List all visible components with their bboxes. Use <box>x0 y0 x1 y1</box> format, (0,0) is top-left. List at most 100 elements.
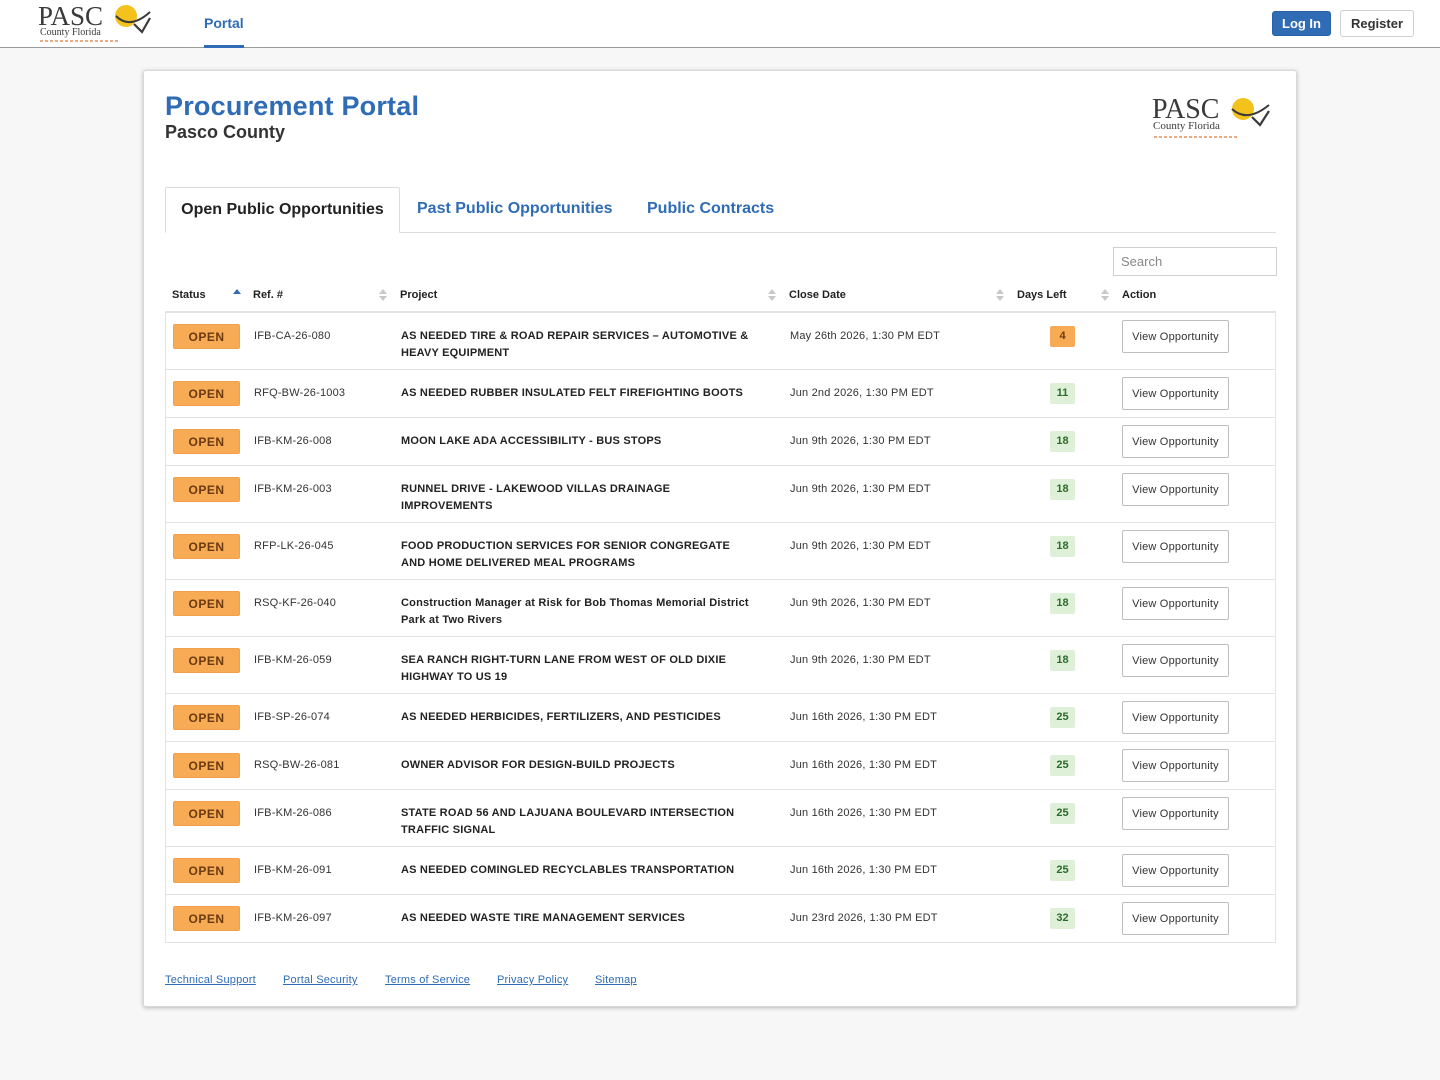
status-badge: OPEN <box>173 906 240 931</box>
footer-link-privacy-policy[interactable]: Privacy Policy <box>497 974 569 986</box>
column-header-close-date[interactable]: Close Date <box>789 289 846 301</box>
project-name: AS NEEDED RUBBER INSULATED FELT FIREFIGH… <box>401 387 744 399</box>
days-left-badge: 25 <box>1050 803 1075 824</box>
close-date: Jun 16th 2026, 1:30 PM EDT <box>790 711 938 723</box>
view-opportunity-button[interactable]: View Opportunity <box>1122 473 1229 506</box>
close-date: Jun 2nd 2026, 1:30 PM EDT <box>790 387 934 399</box>
footer-link-sitemap[interactable]: Sitemap <box>595 974 637 986</box>
status-badge: OPEN <box>173 324 240 349</box>
close-date: Jun 23rd 2026, 1:30 PM EDT <box>790 912 938 924</box>
ref-number: IFB-SP-26-074 <box>254 711 330 723</box>
svg-text:PASC: PASC <box>1152 94 1219 125</box>
nav-portal-link[interactable]: Portal <box>204 0 244 48</box>
table-row: OPEN IFB-KM-26-059 SEA RANCH RIGHT-TURN … <box>166 637 1275 694</box>
tab-open-public-opportunities[interactable]: Open Public Opportunities <box>165 187 400 233</box>
status-badge: OPEN <box>173 381 240 406</box>
close-date: May 26th 2026, 1:30 PM EDT <box>790 330 941 342</box>
footer-link-technical-support[interactable]: Technical Support <box>165 974 256 986</box>
ref-number: RFQ-BW-26-1003 <box>254 387 346 399</box>
project-name: OWNER ADVISOR FOR DESIGN-BUILD PROJECTS <box>401 759 675 771</box>
table-row: OPEN RSQ-KF-26-040 Construction Manager … <box>166 580 1275 637</box>
status-badge: OPEN <box>173 753 240 778</box>
days-left-badge: 18 <box>1050 650 1075 671</box>
ref-number: RFP-LK-26-045 <box>254 540 334 552</box>
opportunities-table: Status Ref. # Project Close Date Days Le… <box>165 280 1276 943</box>
view-opportunity-button[interactable]: View Opportunity <box>1122 701 1229 734</box>
days-left-badge: 32 <box>1050 908 1075 929</box>
opportunity-tabs: Open Public Opportunities Past Public Op… <box>165 187 1276 233</box>
column-header-status[interactable]: Status <box>172 289 206 301</box>
view-opportunity-button[interactable]: View Opportunity <box>1122 902 1229 935</box>
pasco-county-logo[interactable]: PASC County Florida <box>38 2 156 46</box>
column-header-action: Action <box>1122 289 1157 301</box>
view-opportunity-button[interactable]: View Opportunity <box>1122 377 1229 410</box>
view-opportunity-button[interactable]: View Opportunity <box>1122 854 1229 887</box>
footer-link-terms-of-service[interactable]: Terms of Service <box>385 974 471 986</box>
project-name: AS NEEDED COMINGLED RECYCLABLES TRANSPOR… <box>401 864 735 876</box>
project-name: Construction Manager at Risk for Bob Tho… <box>401 597 749 626</box>
ref-number: IFB-KM-26-003 <box>254 483 332 495</box>
footer-link-portal-security[interactable]: Portal Security <box>283 974 358 986</box>
table-row: OPEN RSQ-BW-26-081 OWNER ADVISOR FOR DES… <box>166 742 1275 790</box>
ref-number: RSQ-BW-26-081 <box>254 759 340 771</box>
search-input[interactable] <box>1113 247 1277 276</box>
table-body: OPEN IFB-CA-26-080 AS NEEDED TIRE & ROAD… <box>165 313 1276 943</box>
close-date: Jun 9th 2026, 1:30 PM EDT <box>790 540 931 552</box>
days-left-badge: 18 <box>1050 593 1075 614</box>
view-opportunity-button[interactable]: View Opportunity <box>1122 749 1229 782</box>
sort-icon[interactable] <box>996 289 1004 302</box>
days-left-badge: 11 <box>1050 383 1075 404</box>
view-opportunity-button[interactable]: View Opportunity <box>1122 644 1229 677</box>
project-name: RUNNEL DRIVE - LAKEWOOD VILLAS DRAINAGE I… <box>401 483 671 512</box>
close-date: Jun 16th 2026, 1:30 PM EDT <box>790 864 938 876</box>
ref-number: IFB-KM-26-091 <box>254 864 332 876</box>
view-opportunity-button[interactable]: View Opportunity <box>1122 320 1229 353</box>
project-name: SEA RANCH RIGHT-TURN LANE FROM WEST OF O… <box>401 654 727 683</box>
ref-number: IFB-KM-26-008 <box>254 435 332 447</box>
sort-icon[interactable] <box>1101 289 1109 302</box>
ref-number: IFB-KM-26-086 <box>254 807 332 819</box>
table-row: OPEN IFB-KM-26-008 MOON LAKE ADA ACCESSI… <box>166 418 1275 466</box>
table-header: Status Ref. # Project Close Date Days Le… <box>165 280 1276 313</box>
svg-text:County Florida: County Florida <box>1153 120 1220 132</box>
column-header-ref[interactable]: Ref. # <box>253 289 283 301</box>
close-date: Jun 9th 2026, 1:30 PM EDT <box>790 483 931 495</box>
register-button[interactable]: Register <box>1340 10 1414 37</box>
view-opportunity-button[interactable]: View Opportunity <box>1122 587 1229 620</box>
log-in-button[interactable]: Log In <box>1272 11 1331 36</box>
table-row: OPEN RFQ-BW-26-1003 AS NEEDED RUBBER INS… <box>166 370 1275 418</box>
days-left-badge: 25 <box>1050 707 1075 728</box>
tab-public-contracts[interactable]: Public Contracts <box>647 200 775 217</box>
svg-text:County Florida: County Florida <box>40 27 101 38</box>
status-badge: OPEN <box>173 705 240 730</box>
project-name: STATE ROAD 56 AND LAJUANA BOULEVARD INTE… <box>401 807 735 836</box>
status-badge: OPEN <box>173 648 240 673</box>
status-badge: OPEN <box>173 429 240 454</box>
close-date: Jun 9th 2026, 1:30 PM EDT <box>790 654 931 666</box>
days-left-badge: 18 <box>1050 431 1075 452</box>
table-row: OPEN IFB-KM-26-091 AS NEEDED COMINGLED R… <box>166 847 1275 895</box>
project-name: AS NEEDED WASTE TIRE MANAGEMENT SERVICES <box>401 912 686 924</box>
column-header-days-left[interactable]: Days Left <box>1017 289 1067 301</box>
ref-number: IFB-CA-26-080 <box>254 330 331 342</box>
tab-past-public-opportunities[interactable]: Past Public Opportunities <box>417 200 613 217</box>
view-opportunity-button[interactable]: View Opportunity <box>1122 797 1229 830</box>
table-row: OPEN RFP-LK-26-045 FOOD PRODUCTION SERVI… <box>166 523 1275 580</box>
table-row: OPEN IFB-CA-26-080 AS NEEDED TIRE & ROAD… <box>166 313 1275 370</box>
view-opportunity-button[interactable]: View Opportunity <box>1122 530 1229 563</box>
page-title: Procurement Portal <box>165 91 420 121</box>
project-name: AS NEEDED HERBICIDES, FERTILIZERS, AND P… <box>401 711 721 723</box>
column-header-project[interactable]: Project <box>400 289 438 301</box>
project-name: FOOD PRODUCTION SERVICES FOR SENIOR CONG… <box>401 540 731 569</box>
view-opportunity-button[interactable]: View Opportunity <box>1122 425 1229 458</box>
project-name: AS NEEDED TIRE & ROAD REPAIR SERVICES – … <box>401 330 749 359</box>
ref-number: RSQ-KF-26-040 <box>254 597 337 609</box>
sort-ascending-icon[interactable] <box>233 289 241 302</box>
sort-icon[interactable] <box>768 289 776 302</box>
days-left-badge: 18 <box>1050 536 1075 557</box>
close-date: Jun 9th 2026, 1:30 PM EDT <box>790 435 931 447</box>
sort-icon[interactable] <box>379 289 387 302</box>
project-name: MOON LAKE ADA ACCESSIBILITY - BUS STOPS <box>401 435 662 447</box>
svg-text:PASC: PASC <box>38 2 103 31</box>
table-row: OPEN IFB-KM-26-003 RUNNEL DRIVE - LAKEWO… <box>166 466 1275 523</box>
